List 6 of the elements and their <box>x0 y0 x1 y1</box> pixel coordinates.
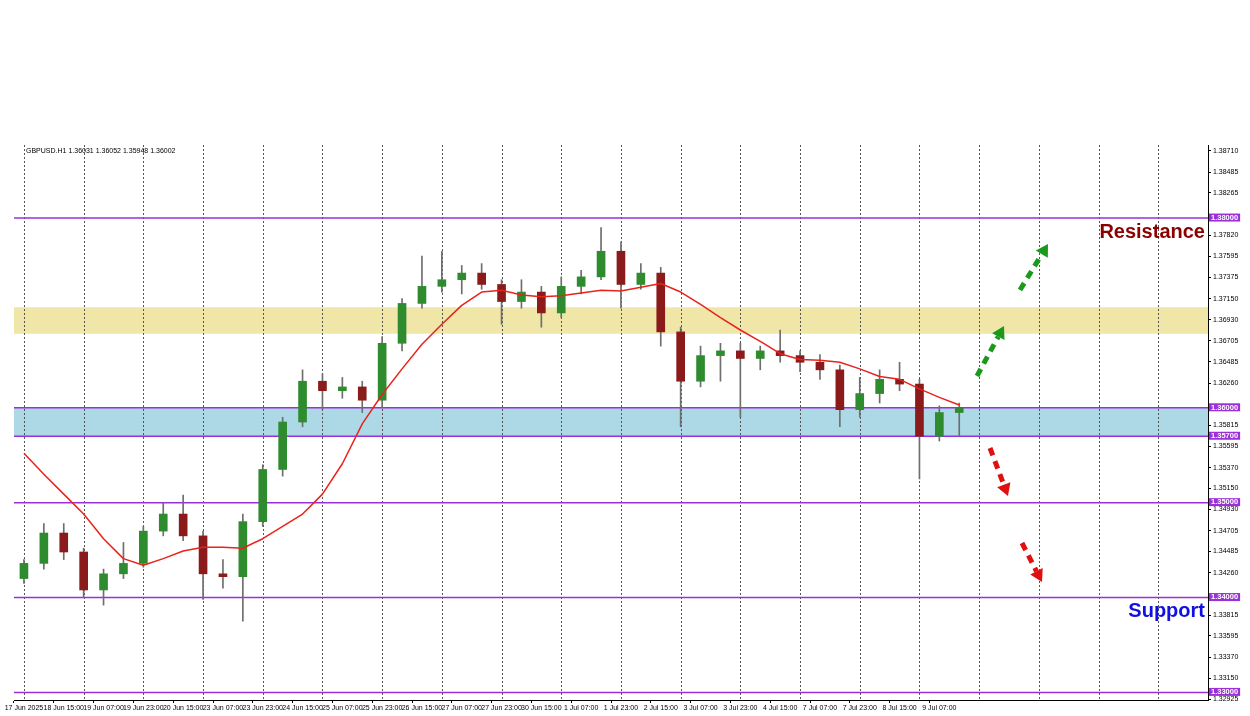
annotation: Support <box>1128 599 1206 622</box>
candlestick <box>218 559 228 589</box>
candlestick <box>437 250 447 293</box>
candlestick <box>457 265 467 295</box>
candlestick <box>954 402 964 437</box>
annotation: Resistance <box>1099 219 1205 242</box>
